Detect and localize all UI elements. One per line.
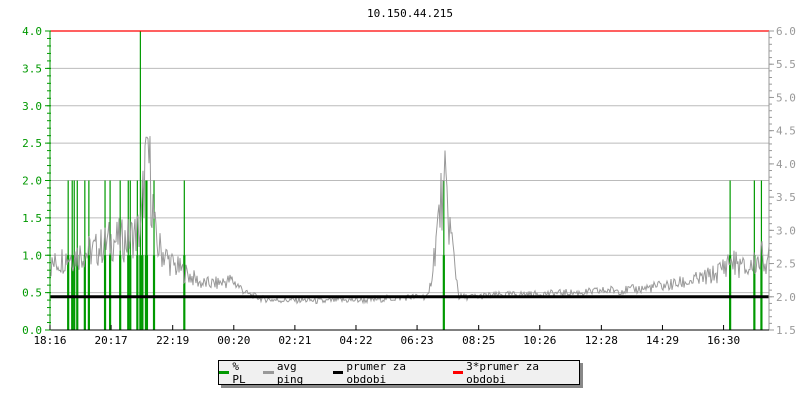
left-tick-label: 3.5 [22, 62, 42, 75]
grid [50, 30, 769, 294]
x-tick-label: 08:25 [462, 334, 495, 347]
legend-item-prumer: prumer za obdobi [332, 359, 447, 386]
x-tick-label: 20:17 [95, 334, 128, 347]
legend-label: 3*prumer za obdobi [466, 359, 539, 386]
x-tick-label: 00:20 [217, 334, 250, 347]
series [49, 30, 770, 330]
legend-item-avg-ping: avg ping [263, 360, 327, 386]
right-tick-label: 2.5 [776, 258, 796, 271]
x-tick-label: 22:19 [156, 334, 189, 347]
x-tick-label: 18:16 [33, 334, 66, 347]
legend-swatch-avg-ping [263, 371, 274, 374]
x-tick-label: 04:22 [339, 334, 372, 347]
chart-title: 10.150.44.215 [367, 7, 453, 20]
x-tick-label: 10:26 [523, 334, 556, 347]
right-tick-label: 4.0 [776, 158, 796, 171]
left-tick-label: 2.0 [22, 175, 42, 188]
left-tick-label: 1.0 [22, 249, 42, 262]
right-tick-label: 2.0 [776, 291, 796, 304]
x-tick-label: 06:23 [401, 334, 434, 347]
legend-label: avg ping [276, 359, 304, 386]
legend-item-pl: % PL [219, 360, 257, 386]
left-tick-label: 4.0 [22, 25, 42, 38]
right-tick-label: 1.5 [776, 324, 796, 337]
avg-ping-line [49, 136, 770, 305]
right-tick-label: 5.5 [776, 58, 796, 71]
legend-item-3x-prumer: 3*prumer za obdobi [452, 359, 579, 386]
right-tick-label: 3.5 [776, 191, 796, 204]
left-tick-label: 1.5 [22, 212, 42, 225]
x-tick-label: 14:29 [646, 334, 679, 347]
left-tick-label: 3.0 [22, 100, 42, 113]
left-tick-label: 0.5 [22, 287, 42, 300]
legend-label: prumer za obdobi [346, 359, 406, 386]
x-tick-label: 12:28 [585, 334, 618, 347]
right-tick-label: 6.0 [776, 25, 796, 38]
right-tick-label: 3.0 [776, 224, 796, 237]
axes: 0.0 0.5 1.0 1.5 2.0 2.5 3.0 3.5 4.0 1.5 2.0 2.5 3.0 3… [22, 25, 796, 347]
right-tick-label: 5.0 [776, 91, 796, 104]
left-tick-label: 0.0 [22, 324, 42, 337]
x-tick-label: 02:21 [278, 334, 311, 347]
right-tick-label: 4.5 [776, 125, 796, 138]
legend-label: % PL [232, 359, 246, 386]
legend: % PL avg ping prumer za obdobi 3*prumer … [218, 359, 580, 386]
left-tick-label: 2.5 [22, 137, 42, 150]
legend-swatch-prumer [332, 371, 344, 374]
x-tick-label: 16:30 [707, 334, 740, 347]
legend-swatch-3x-prumer [452, 371, 464, 374]
legend-swatch-pl [219, 371, 230, 374]
